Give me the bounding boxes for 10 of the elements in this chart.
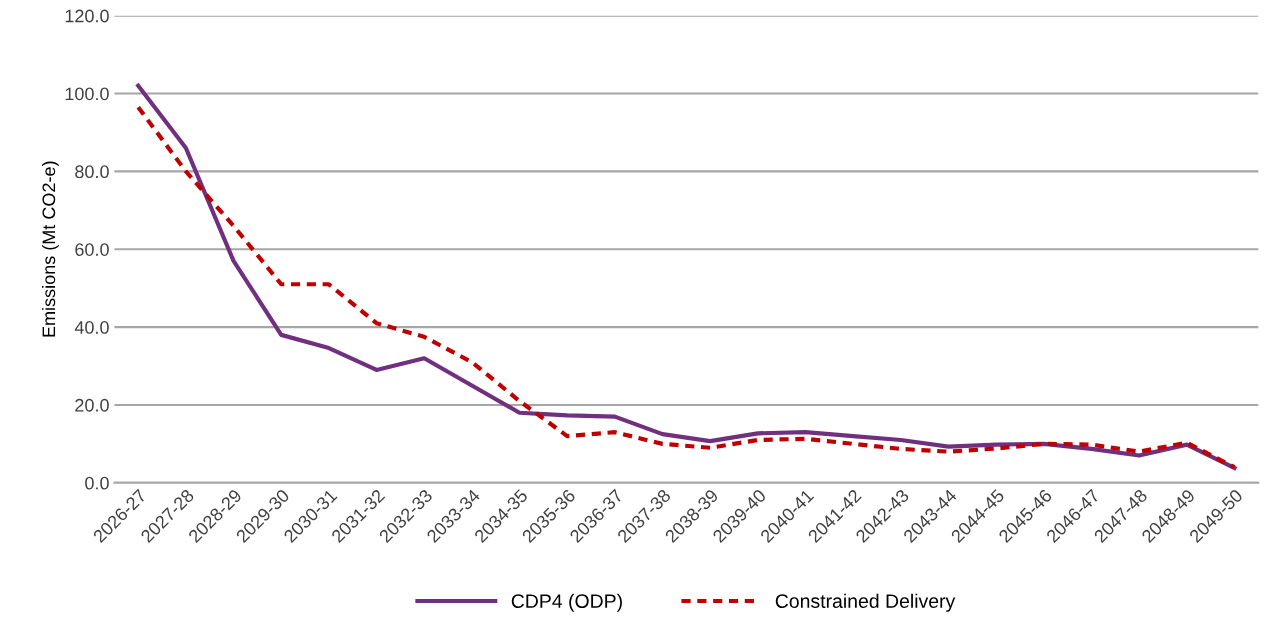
- y-tick-label: 20.0: [75, 398, 109, 412]
- y-tick-label: 80.0: [75, 165, 109, 179]
- legend-label: CDP4 (ODP): [511, 593, 622, 612]
- y-tick-label: 0.0: [85, 476, 109, 490]
- y-tick-label: 120.0: [65, 9, 109, 23]
- y-tick-label: 40.0: [74, 321, 109, 334]
- legend-label: Constrained Delivery: [775, 593, 956, 612]
- y-tick-label: 60.0: [75, 243, 109, 256]
- y-axis-title: Emissions (Mt CO2-e): [41, 161, 59, 337]
- y-tick-label: 100.0: [65, 87, 109, 101]
